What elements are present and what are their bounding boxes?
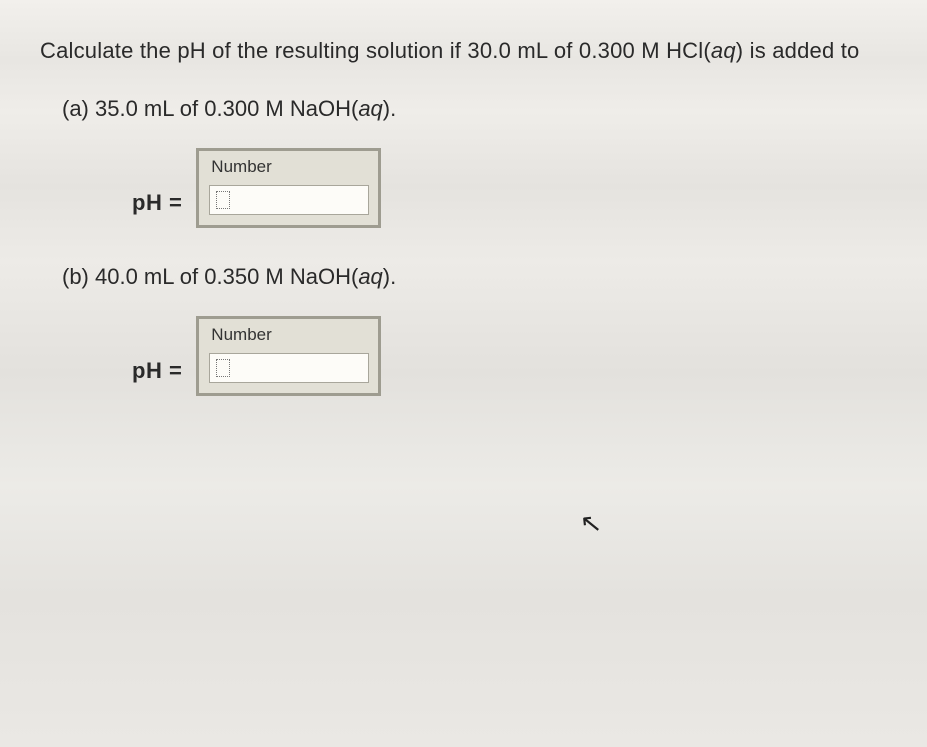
question-stem: Calculate the pH of the resulting soluti…: [40, 36, 887, 66]
part-a-ph-label: pH =: [132, 190, 182, 228]
part-a-prefix: (a) 35.0 mL of 0.300 M NaOH(: [62, 96, 358, 121]
part-a-text: (a) 35.0 mL of 0.300 M NaOH(aq).: [62, 96, 887, 122]
part-b-prefix: (b) 40.0 mL of 0.350 M NaOH(: [62, 264, 358, 289]
part-b-number-box: Number: [196, 316, 381, 396]
question-page: Calculate the pH of the resulting soluti…: [0, 0, 927, 747]
part-b: (b) 40.0 mL of 0.350 M NaOH(aq). pH = Nu…: [62, 264, 887, 396]
input-cursor-icon: [216, 359, 230, 377]
part-a-input[interactable]: [209, 185, 369, 215]
stem-suffix: ) is added to: [736, 38, 860, 63]
part-b-text: (b) 40.0 mL of 0.350 M NaOH(aq).: [62, 264, 887, 290]
part-b-suffix: ).: [383, 264, 396, 289]
part-a-answer-row: pH = Number: [132, 148, 887, 228]
part-b-input[interactable]: [209, 353, 369, 383]
part-a-number-box: Number: [196, 148, 381, 228]
part-b-box-title: Number: [209, 325, 368, 345]
stem-aq: aq: [711, 38, 736, 63]
part-a-aq: aq: [358, 96, 382, 121]
part-a-box-title: Number: [209, 157, 368, 177]
part-a-suffix: ).: [383, 96, 396, 121]
mouse-cursor-icon: ↖: [578, 507, 603, 540]
part-a: (a) 35.0 mL of 0.300 M NaOH(aq). pH = Nu…: [62, 96, 887, 228]
input-cursor-icon: [216, 191, 230, 209]
part-b-aq: aq: [358, 264, 382, 289]
part-b-answer-row: pH = Number: [132, 316, 887, 396]
part-b-ph-label: pH =: [132, 358, 182, 396]
stem-prefix: Calculate the pH of the resulting soluti…: [40, 38, 711, 63]
